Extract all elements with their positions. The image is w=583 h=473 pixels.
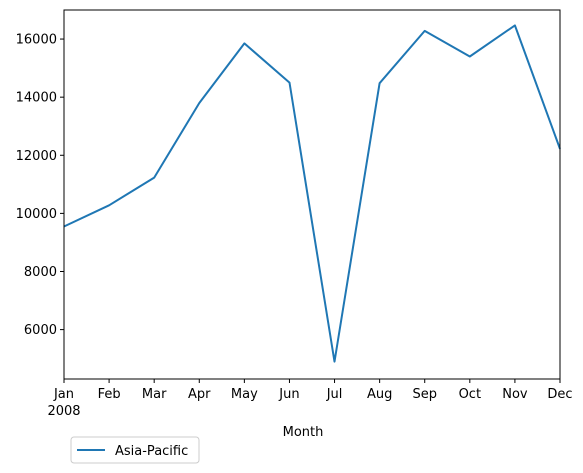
x-tick-label-9: Oct — [459, 387, 481, 402]
x-tick-label-6: Jul — [326, 387, 343, 402]
x-tick-label-5: Jun — [278, 387, 299, 402]
x-tick-label-4: May — [231, 387, 258, 402]
x-tick-label-10: Nov — [502, 387, 528, 402]
x-tick-label-8: Sep — [412, 387, 437, 402]
y-tick-label-5: 16000 — [16, 33, 57, 48]
series-line-0 — [63, 24, 561, 363]
y-tick-label-3: 12000 — [16, 149, 57, 164]
legend: Asia-Pacific — [70, 436, 200, 464]
x-tick-label-11: Dec — [547, 387, 572, 402]
x-axis-ticks: Jan Feb Mar Apr May Jun Jul Aug Sep Oct Nov Dec — [53, 379, 573, 402]
legend-label-asia-pacific: Asia-Pacific — [115, 444, 188, 459]
y-tick-label-2: 10000 — [16, 207, 57, 222]
x-tick-label-0: Jan — [53, 387, 74, 402]
x-axis-title: Month — [283, 425, 324, 440]
plot-frame — [63, 9, 561, 380]
x-tick-label-3: Apr — [188, 387, 211, 402]
legend-box — [70, 436, 200, 464]
y-tick-label-0: 6000 — [24, 323, 57, 338]
x-tick-label-2: Mar — [142, 387, 167, 402]
x-axis-year-label: 2008 — [47, 404, 80, 419]
y-tick-label-1: 8000 — [24, 265, 57, 280]
series-layer — [63, 24, 561, 363]
x-tick-label-7: Aug — [367, 387, 392, 402]
x-tick-label-1: Feb — [98, 387, 121, 402]
y-tick-label-4: 14000 — [16, 91, 57, 106]
y-axis-ticks: 6000 8000 10000 12000 14000 16000 — [16, 33, 64, 338]
